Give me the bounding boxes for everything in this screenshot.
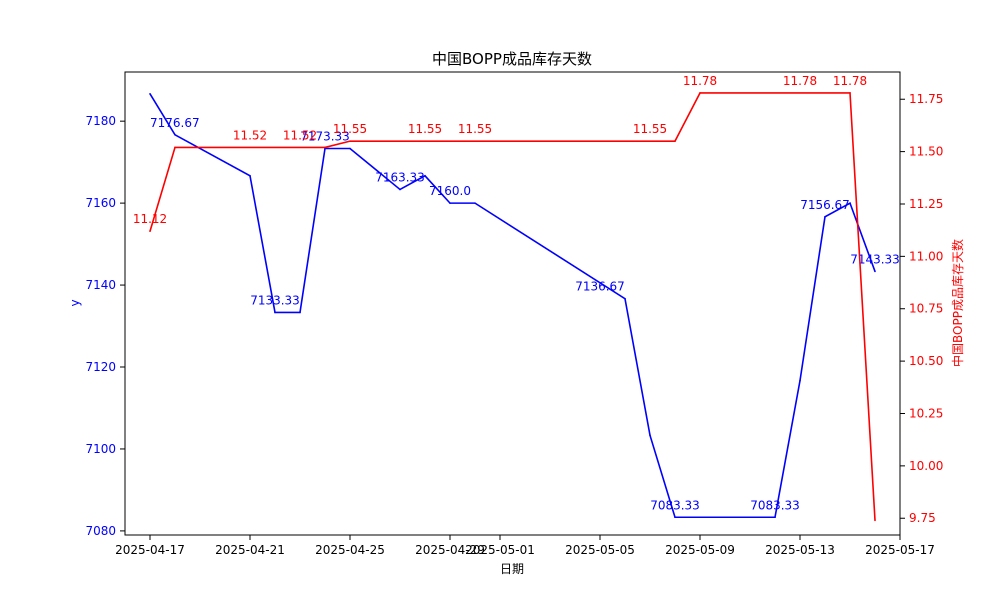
right-y-tick-label: 11.75 [909, 92, 943, 106]
plot-area: 2025-04-17 2025-04-21 2025-04-25 2025-04-29… [85, 74, 943, 557]
right-series-data-label: 11.52 [283, 128, 317, 142]
left-series-point [424, 174, 426, 177]
right-series-data-label: 11.78 [833, 74, 867, 88]
right-series-point [149, 230, 151, 233]
left-series-point [849, 202, 851, 204]
left-series-point [399, 188, 401, 191]
right-series-data-label: 11.12 [133, 212, 167, 226]
x-tick-label: 2025-04-25 [315, 543, 385, 557]
right-series-data-label: 11.55 [333, 122, 367, 136]
x-tick-label: 2025-05-01 [465, 543, 535, 557]
right-y-tick-label: 11.50 [909, 145, 943, 159]
x-tick-label: 2025-05-09 [665, 543, 735, 557]
left-y-tick-label: 7080 [85, 524, 116, 538]
right-series-point [349, 140, 351, 142]
x-tick-label: 2025-05-05 [565, 543, 635, 557]
left-series-point [874, 270, 876, 273]
right-y-tick-label: 10.25 [909, 406, 943, 420]
right-series-data-label: 11.55 [408, 122, 442, 136]
right-series-point [849, 92, 851, 94]
left-series-point [474, 202, 476, 204]
right-series-point [174, 146, 176, 149]
left-series-point [174, 134, 176, 136]
left-series-point [674, 516, 676, 519]
right-series-data-label: 11.52 [233, 128, 267, 142]
left-series-data-label: 7176.67 [150, 116, 200, 130]
right-axis-series-line [149, 92, 876, 521]
right-series-data-label: 11.78 [783, 74, 817, 88]
left-series-data-label: 7163.33 [375, 170, 425, 184]
left-series-point [649, 434, 651, 437]
left-series-data-label: 7136.67 [575, 280, 625, 294]
x-axis-label: 日期 [500, 562, 524, 576]
left-y-tick-label: 7100 [85, 442, 116, 456]
left-series-point [249, 174, 251, 177]
right-y-axis-label: 中国BOPP成品库存天数 [950, 239, 965, 367]
right-y-tick-label: 11.00 [909, 249, 943, 263]
x-tick-label: 2025-04-29 [415, 543, 485, 557]
right-series-data-label: 11.78 [683, 74, 717, 88]
left-series-point [274, 311, 276, 314]
plot-frame [124, 71, 901, 536]
left-series-data-label: 7160.0 [429, 184, 471, 198]
left-series-data-label: 7156.67 [800, 198, 850, 212]
left-series-point [624, 297, 626, 300]
left-series-data-label: 7083.33 [650, 498, 700, 512]
right-y-tick-label: 10.50 [909, 354, 943, 368]
left-series-point [799, 379, 801, 382]
right-series-data-label: 11.55 [458, 122, 492, 136]
left-y-tick-label: 7120 [85, 360, 116, 374]
right-y-tick-label: 9.75 [909, 511, 936, 525]
left-y-axis-label: y [68, 299, 82, 306]
right-series-point [324, 146, 326, 149]
left-series-point [449, 202, 451, 204]
left-series-point [349, 147, 351, 150]
right-series-point [874, 519, 876, 522]
x-tick-label: 2025-04-21 [215, 543, 285, 557]
left-y-tick-label: 7140 [85, 278, 116, 292]
right-y-tick-label: 11.25 [909, 197, 943, 211]
x-tick-label: 2025-05-17 [865, 543, 935, 557]
x-tick-label: 2025-05-13 [765, 543, 835, 557]
x-tick-label: 2025-04-17 [115, 543, 185, 557]
right-series-data-label: 11.55 [633, 122, 667, 136]
right-series-point [674, 140, 676, 142]
left-series-data-label: 7083.33 [750, 498, 800, 512]
left-series-point [774, 516, 776, 519]
left-y-tick-label: 7160 [85, 196, 116, 210]
right-y-tick-label: 10.00 [909, 459, 943, 473]
left-series-data-label: 7133.33 [250, 293, 300, 307]
left-series-point [299, 311, 301, 314]
left-y-tick-label: 7180 [85, 114, 116, 128]
left-series-data-label: 7173.33 [300, 129, 350, 143]
right-y-tick-label: 10.75 [909, 302, 943, 316]
left-series-point [824, 215, 826, 218]
chart-title: 中国BOPP成品库存天数 [432, 50, 592, 68]
right-series-point [699, 92, 701, 94]
left-series-data-label: 7143.33 [850, 252, 900, 266]
left-series-point [149, 93, 151, 95]
